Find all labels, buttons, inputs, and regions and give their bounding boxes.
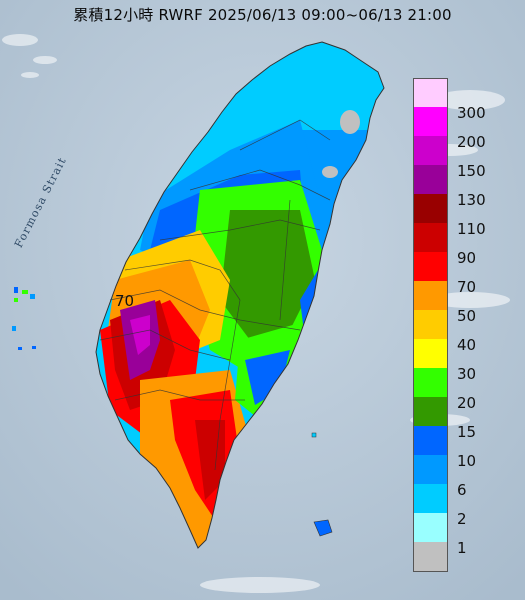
legend-swatch <box>413 542 448 572</box>
legend-label: 110 <box>457 220 486 238</box>
legend-swatch <box>413 484 448 513</box>
legend-label: 30 <box>457 365 477 383</box>
legend-label: 20 <box>457 394 477 412</box>
legend-swatch <box>413 136 448 165</box>
penghu-islands <box>12 287 36 350</box>
legend-swatch <box>413 455 448 484</box>
legend-label: 50 <box>457 307 477 325</box>
rainfall-legend: 300 200 150 130 110 90 70 50 40 30 20 15 10 6 2 1 <box>413 78 513 574</box>
legend-swatch <box>413 107 448 136</box>
legend-label: 1 <box>457 539 467 557</box>
legend-label: 90 <box>457 249 477 267</box>
legend-swatch <box>413 310 448 339</box>
legend-swatch <box>413 281 448 310</box>
legend-swatch <box>413 397 448 426</box>
legend-swatch <box>413 252 448 281</box>
legend-label: 150 <box>457 162 486 180</box>
legend-swatch <box>413 78 448 108</box>
legend-label: 300 <box>457 104 486 122</box>
legend-swatch <box>413 339 448 368</box>
orchid-island <box>313 519 333 537</box>
legend-swatch <box>413 223 448 252</box>
legend-swatch <box>413 194 448 223</box>
legend-swatch <box>413 368 448 397</box>
legend-label: 40 <box>457 336 477 354</box>
green-island <box>311 432 317 438</box>
legend-label: 200 <box>457 133 486 151</box>
legend-swatch <box>413 426 448 455</box>
legend-label: 130 <box>457 191 486 209</box>
legend-label: 6 <box>457 481 467 499</box>
legend-swatch <box>413 513 448 542</box>
legend-label: 15 <box>457 423 477 441</box>
legend-label: 10 <box>457 452 477 470</box>
contour-label-70: 70 <box>115 292 134 310</box>
map-title: 累積12小時 RWRF 2025/06/13 09:00~06/13 21:00 <box>73 6 452 24</box>
legend-label: 2 <box>457 510 467 528</box>
legend-swatch <box>413 165 448 194</box>
legend-label: 70 <box>457 278 477 296</box>
